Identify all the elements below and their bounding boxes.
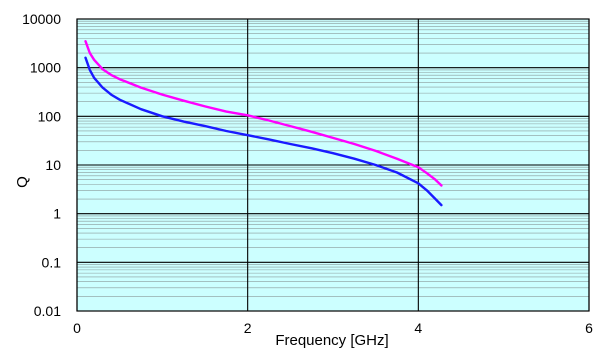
series-line-2 (84, 56, 443, 207)
x-tick-label: 4 (414, 320, 422, 336)
y-tick-label: 10 (45, 157, 61, 173)
y-tick-label: 0.01 (34, 303, 61, 319)
data-lines (84, 40, 443, 207)
y-tick-label: 1 (53, 206, 61, 222)
y-axis-title: Q (14, 176, 31, 188)
x-tick-labels: 0 2 4 6 (73, 320, 593, 336)
y-tick-label: 10000 (22, 11, 61, 27)
y-tick-labels: 0.01 0.1 1 10 100 1000 10000 (22, 11, 61, 319)
minor-grid (77, 20, 589, 297)
y-tick-label: 100 (38, 108, 62, 124)
x-tick-label: 2 (244, 320, 252, 336)
y-tick-label: 0.1 (42, 254, 62, 270)
series-line-1 (84, 40, 443, 187)
plot-border (76, 18, 590, 312)
x-axis-title: Frequency [GHz] (275, 332, 388, 349)
y-tick-label: 1000 (30, 60, 61, 76)
x-tick-label: 6 (585, 320, 593, 336)
x-tick-label: 0 (73, 320, 81, 336)
